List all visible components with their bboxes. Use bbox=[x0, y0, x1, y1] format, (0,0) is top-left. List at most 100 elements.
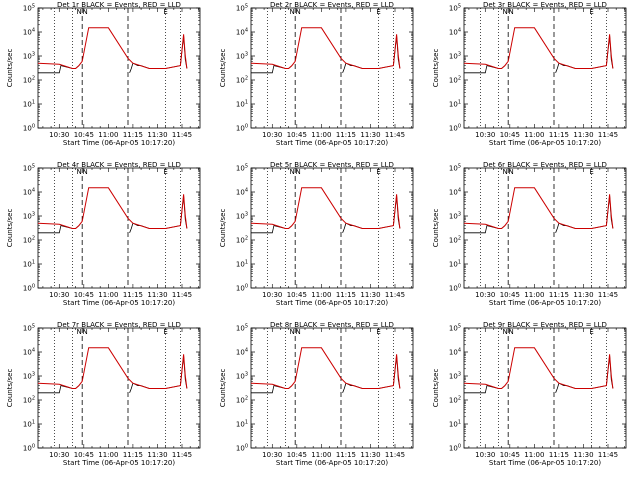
x-axis-label: Start Time (06-Apr-05 10:17:20) bbox=[489, 139, 601, 147]
y-tick-label: 100 bbox=[449, 444, 461, 453]
y-tick-label: 104 bbox=[449, 188, 461, 197]
y-tick-label: 103 bbox=[23, 52, 35, 61]
series-line-events bbox=[38, 35, 188, 74]
x-tick-label: 11:15 bbox=[336, 451, 356, 459]
x-axis-label: Start Time (06-Apr-05 10:17:20) bbox=[63, 459, 175, 467]
y-tick-label: 104 bbox=[449, 348, 461, 357]
series-line-events bbox=[464, 35, 614, 74]
x-tick-label: 10:30 bbox=[49, 131, 69, 139]
y-tick-label: 105 bbox=[23, 324, 35, 333]
y-tick-label: 102 bbox=[236, 396, 248, 405]
series-line-lld bbox=[250, 187, 401, 229]
top-marker: E bbox=[589, 168, 593, 176]
y-axis-label: Counts/sec bbox=[219, 209, 227, 248]
series-line-events bbox=[464, 355, 614, 394]
x-tick-label: 10:30 bbox=[262, 451, 282, 459]
y-tick-label: 104 bbox=[23, 348, 35, 357]
x-tick-label: 10:45 bbox=[287, 291, 307, 299]
y-tick-label: 105 bbox=[23, 4, 35, 13]
chart-title: Det 6r BLACK = Events, RED = LLD bbox=[483, 161, 607, 169]
top-marker: N bbox=[290, 8, 295, 16]
series-line-events bbox=[38, 355, 188, 394]
x-tick-label: 10:30 bbox=[262, 131, 282, 139]
chart-panel: 100 101 102 103 104 105 10:30 10:45 11:00 11:15 11… bbox=[219, 161, 414, 307]
y-tick-label: 101 bbox=[449, 260, 461, 269]
series-line-events bbox=[251, 355, 401, 394]
top-marker: E bbox=[589, 8, 593, 16]
chart-title: Det 8r BLACK = Events, RED = LLD bbox=[270, 321, 394, 329]
top-marker: N bbox=[290, 328, 295, 336]
plot-frame bbox=[37, 7, 201, 129]
x-tick-label: 11:00 bbox=[311, 131, 331, 139]
x-tick-label: 10:45 bbox=[287, 451, 307, 459]
series-line-lld bbox=[463, 187, 614, 229]
x-tick-label: 11:00 bbox=[98, 131, 118, 139]
y-tick-label: 103 bbox=[236, 212, 248, 221]
x-tick-label: 11:30 bbox=[147, 131, 167, 139]
x-axis-label: Start Time (06-Apr-05 10:17:20) bbox=[489, 459, 601, 467]
y-tick-label: 100 bbox=[449, 284, 461, 293]
x-axis-label: Start Time (06-Apr-05 10:17:20) bbox=[63, 139, 175, 147]
y-tick-label: 105 bbox=[236, 164, 248, 173]
x-tick-label: 11:15 bbox=[549, 131, 569, 139]
top-marker: N bbox=[83, 8, 88, 16]
y-axis-label: Counts/sec bbox=[432, 49, 440, 88]
top-marker: N bbox=[509, 8, 514, 16]
x-tick-label: 11:00 bbox=[524, 451, 544, 459]
x-tick-label: 11:15 bbox=[549, 291, 569, 299]
y-tick-label: 104 bbox=[236, 348, 248, 357]
series-line-events bbox=[251, 195, 401, 234]
plot-frame bbox=[463, 167, 627, 289]
plot-frame bbox=[250, 7, 414, 129]
x-tick-label: 11:30 bbox=[147, 291, 167, 299]
y-tick-label: 102 bbox=[449, 236, 461, 245]
x-tick-label: 10:45 bbox=[500, 291, 520, 299]
chart-title: Det 4r BLACK = Events, RED = LLD bbox=[57, 161, 181, 169]
y-axis-label: Counts/sec bbox=[6, 49, 14, 88]
top-marker: N bbox=[296, 328, 301, 336]
y-tick-label: 101 bbox=[236, 420, 248, 429]
plot-frame bbox=[250, 327, 414, 449]
y-tick-label: 100 bbox=[236, 444, 248, 453]
x-axis-label: Start Time (06-Apr-05 10:17:20) bbox=[276, 139, 388, 147]
series-line-lld bbox=[463, 347, 614, 389]
y-tick-label: 101 bbox=[23, 100, 35, 109]
x-tick-label: 11:00 bbox=[98, 451, 118, 459]
y-axis-label: Counts/sec bbox=[432, 209, 440, 248]
x-tick-label: 10:45 bbox=[500, 131, 520, 139]
top-marker: E bbox=[163, 168, 167, 176]
chart-panel: 100 101 102 103 104 105 10:30 10:45 11:00 11:15 11… bbox=[432, 321, 627, 467]
x-tick-label: 10:45 bbox=[287, 131, 307, 139]
top-marker: E bbox=[163, 328, 167, 336]
y-tick-label: 101 bbox=[23, 420, 35, 429]
chart-title: Det 7r BLACK = Events, RED = LLD bbox=[57, 321, 181, 329]
chart-panel: 100 101 102 103 104 105 10:30 10:45 11:00 11:15 11… bbox=[219, 1, 414, 147]
y-tick-label: 100 bbox=[449, 124, 461, 133]
x-tick-label: 11:45 bbox=[385, 451, 405, 459]
chart-title: Det 3r BLACK = Events, RED = LLD bbox=[483, 1, 607, 9]
x-tick-label: 10:30 bbox=[262, 291, 282, 299]
x-tick-label: 11:30 bbox=[360, 131, 380, 139]
x-tick-label: 11:30 bbox=[573, 131, 593, 139]
series-line-events bbox=[464, 195, 614, 234]
series-line-events bbox=[38, 195, 188, 234]
top-marker: N bbox=[290, 168, 295, 176]
y-tick-label: 104 bbox=[236, 28, 248, 37]
chart-panel: 100 101 102 103 104 105 10:30 10:45 11:00 11:15 11… bbox=[6, 1, 201, 147]
top-marker: E bbox=[163, 8, 167, 16]
y-tick-label: 103 bbox=[449, 212, 461, 221]
x-tick-label: 10:45 bbox=[74, 131, 94, 139]
top-marker: N bbox=[77, 328, 82, 336]
y-tick-label: 100 bbox=[23, 444, 35, 453]
y-tick-label: 100 bbox=[236, 284, 248, 293]
top-marker: N bbox=[503, 168, 508, 176]
x-axis-label: Start Time (06-Apr-05 10:17:20) bbox=[276, 299, 388, 307]
y-tick-label: 103 bbox=[449, 372, 461, 381]
y-tick-label: 102 bbox=[449, 396, 461, 405]
x-tick-label: 11:45 bbox=[598, 291, 618, 299]
x-tick-label: 11:15 bbox=[336, 291, 356, 299]
x-tick-label: 11:45 bbox=[598, 451, 618, 459]
x-tick-label: 11:15 bbox=[336, 131, 356, 139]
x-axis-label: Start Time (06-Apr-05 10:17:20) bbox=[63, 299, 175, 307]
